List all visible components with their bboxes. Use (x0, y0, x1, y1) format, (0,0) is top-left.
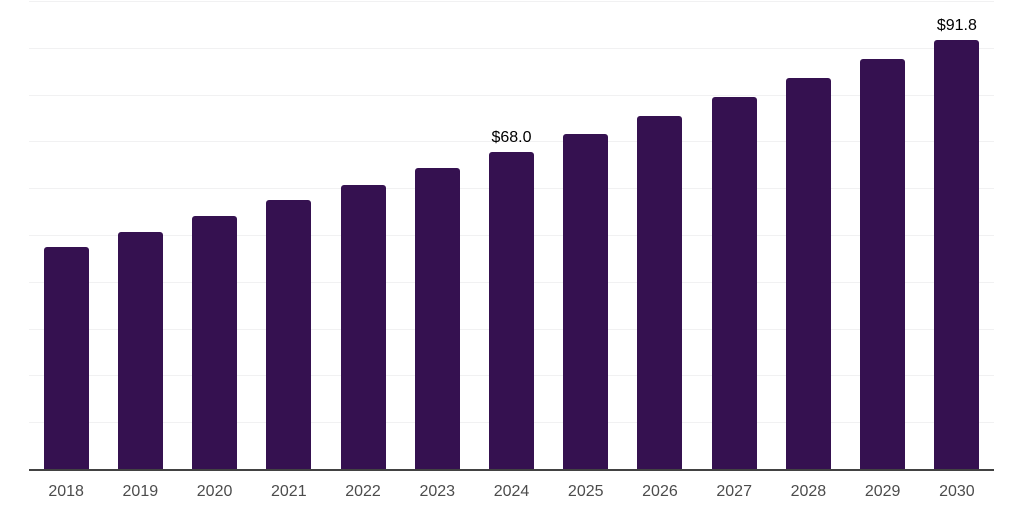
plot-area: $68.0 $91.8 (29, 1, 994, 470)
x-tick-label-2028: 2028 (790, 483, 827, 500)
bar-2022 (340, 184, 386, 470)
bar-2019 (117, 231, 163, 470)
value-label-2024: $68.0 (491, 128, 532, 146)
x-tick-label-2019: 2019 (122, 483, 159, 500)
x-tick-label-2024: 2024 (493, 483, 530, 500)
bar-2026 (637, 115, 683, 470)
x-tick-label-2022: 2022 (345, 483, 381, 500)
bar-2021 (266, 199, 312, 470)
bar-2024 (489, 151, 534, 470)
bar-2020 (192, 215, 238, 470)
gridline-90 (29, 47, 994, 49)
bar-2027 (711, 96, 757, 470)
gridline-80 (29, 94, 994, 96)
x-tick-label-2027: 2027 (716, 483, 752, 500)
bar-2030 (934, 40, 980, 470)
bar-2029 (860, 59, 906, 470)
x-tick-label-2018: 2018 (48, 483, 84, 500)
x-tick-label-2020: 2020 (196, 483, 233, 500)
x-tick-label-2023: 2023 (419, 483, 456, 500)
x-axis-tick-labels: 2018 2019 2020 2021 2022 2023 2024 2025 2026 2027… (29, 483, 994, 503)
x-tick-label-2021: 2021 (271, 483, 307, 500)
bar-2025 (563, 133, 609, 470)
x-tick-label-2025: 2025 (567, 483, 604, 500)
x-tick-label-2030: 2030 (939, 483, 975, 500)
x-tick-label-2029: 2029 (864, 483, 901, 500)
bar-2018 (43, 247, 89, 470)
bar-2028 (785, 77, 831, 470)
gridline-70 (29, 141, 994, 143)
x-tick-label-2026: 2026 (642, 483, 678, 500)
bar-2023 (414, 168, 460, 470)
value-label-2030: $91.8 (936, 17, 977, 35)
gridline-100 (29, 1, 994, 2)
x-axis-line (29, 469, 994, 471)
